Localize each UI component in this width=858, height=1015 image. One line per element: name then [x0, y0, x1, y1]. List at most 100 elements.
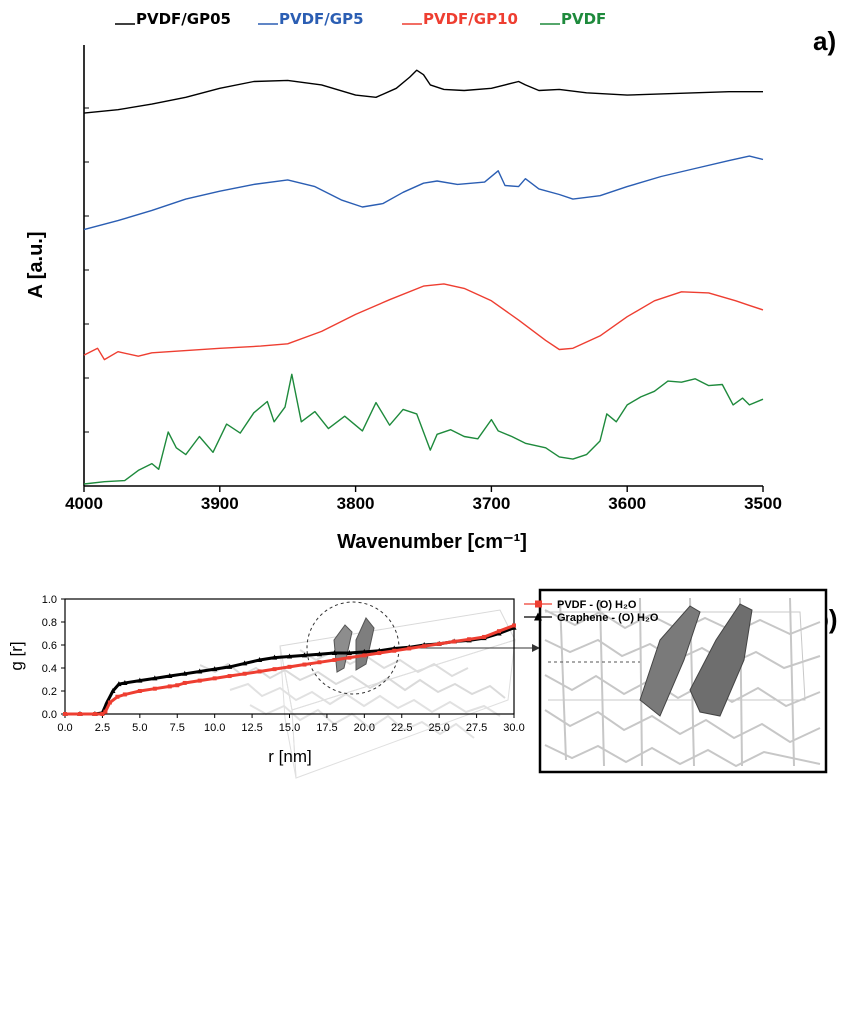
legend-marker [535, 600, 542, 608]
series-line-2 [65, 626, 515, 716]
legend-label: PVDF/GP10 [423, 10, 518, 28]
data-point [407, 646, 412, 651]
panel-b: b) [7, 588, 838, 779]
x-tick-label: 7.5 [170, 722, 185, 734]
data-point [212, 676, 217, 681]
data-point [256, 656, 263, 662]
data-point [122, 679, 128, 685]
data-point [227, 674, 232, 679]
data-point [152, 675, 158, 681]
x-tick-label: 27.5 [466, 722, 487, 734]
data-point [92, 712, 97, 716]
zoom-circle [306, 601, 400, 695]
data-point [497, 629, 502, 634]
x-tick-label: 4000 [65, 494, 103, 513]
data-point [467, 637, 472, 642]
panel-b-y-axis-title: g [r] [7, 641, 26, 670]
x-tick-label: 3900 [201, 494, 239, 513]
y-tick-label: 0.8 [42, 617, 57, 629]
legend-label: PVDF/GP05 [136, 10, 231, 28]
x-tick-label: 15.0 [279, 722, 300, 734]
panel-a-series [83, 69, 764, 485]
data-point [103, 709, 108, 714]
panel-b-x-axis-title: r [nm] [268, 747, 311, 766]
data-point [107, 700, 112, 705]
data-point [152, 686, 157, 691]
x-tick-label: 3700 [472, 494, 510, 513]
data-point [512, 623, 516, 628]
panel-b-x-ticks: 0.0 2.5 5.0 7.5 10.0 12.5 15.0 17.5 20.0 22.5 25.0… [57, 714, 525, 734]
y-tick-label: 1.0 [42, 594, 57, 606]
data-point [167, 684, 172, 689]
y-tick-label: 0.0 [42, 709, 57, 721]
x-tick-label: 3800 [337, 494, 375, 513]
legend-label: Graphene - (O) H₂O [557, 612, 659, 624]
data-point [167, 673, 173, 679]
series-line-2 [83, 155, 764, 231]
x-tick-label: 12.5 [241, 722, 262, 734]
x-tick-label: 5.0 [132, 722, 147, 734]
panel-a-y-ticks [84, 107, 89, 487]
data-point [242, 660, 248, 666]
data-point [271, 654, 278, 660]
data-point [115, 694, 120, 699]
legend-label: PVDF [561, 10, 606, 28]
panel-a-label: a) [813, 26, 836, 56]
data-point [347, 655, 352, 660]
x-tick-label: 20.0 [354, 722, 375, 734]
x-tick-label: 30.0 [503, 722, 524, 734]
data-point [100, 712, 105, 716]
y-tick-label: 0.6 [42, 640, 57, 652]
series-line-1 [83, 69, 763, 114]
x-tick-label: 2.5 [95, 722, 110, 734]
data-point [257, 669, 262, 674]
x-tick-label: 3600 [608, 494, 646, 513]
x-tick-label: 3500 [744, 494, 782, 513]
data-point [392, 648, 397, 653]
panel-b-y-ticks: 0.0 0.2 0.4 0.6 0.8 1.0 [42, 594, 65, 721]
data-point [331, 650, 337, 656]
panel-a-y-axis-title: A [a.u.] [25, 231, 47, 298]
data-point [242, 671, 247, 676]
data-point [116, 681, 122, 687]
zoom-inset-image [538, 588, 828, 774]
data-point [362, 653, 367, 658]
data-point [316, 651, 323, 657]
data-point [122, 692, 127, 697]
data-point [377, 651, 382, 656]
series-line-4 [83, 373, 764, 485]
data-point [63, 712, 67, 716]
series-line-1 [65, 624, 515, 716]
legend-label: PVDF - (O) H₂O [557, 599, 637, 611]
data-point [272, 667, 277, 672]
data-point [302, 662, 307, 667]
data-point [422, 644, 427, 649]
x-tick-label: 25.0 [428, 722, 449, 734]
legend-marker [534, 612, 542, 621]
legend-a: PVDF/GP05 PVDF/GP5 PVDF/GP10 PVDF [115, 10, 606, 28]
zoom-arrow-head [532, 644, 540, 652]
data-point [317, 660, 322, 665]
graphene-sheets-image [333, 617, 375, 673]
y-tick-label: 0.2 [42, 686, 57, 698]
x-tick-label: 22.5 [391, 722, 412, 734]
data-point [212, 666, 218, 672]
data-point [182, 670, 188, 676]
panel-a-x-ticks: 4000 3900 3800 3700 3600 3500 [65, 486, 782, 513]
data-point [287, 664, 292, 669]
data-point [77, 712, 82, 716]
data-point [361, 648, 367, 654]
data-point [332, 657, 337, 662]
series-line-3 [83, 283, 764, 361]
panel-b-series [62, 623, 517, 716]
data-point [197, 668, 203, 674]
data-point [137, 677, 143, 683]
data-point [197, 678, 202, 683]
data-point [482, 634, 487, 639]
data-point [286, 653, 293, 659]
x-tick-label: 10.0 [204, 722, 225, 734]
data-point [175, 683, 180, 688]
data-point [452, 639, 457, 644]
